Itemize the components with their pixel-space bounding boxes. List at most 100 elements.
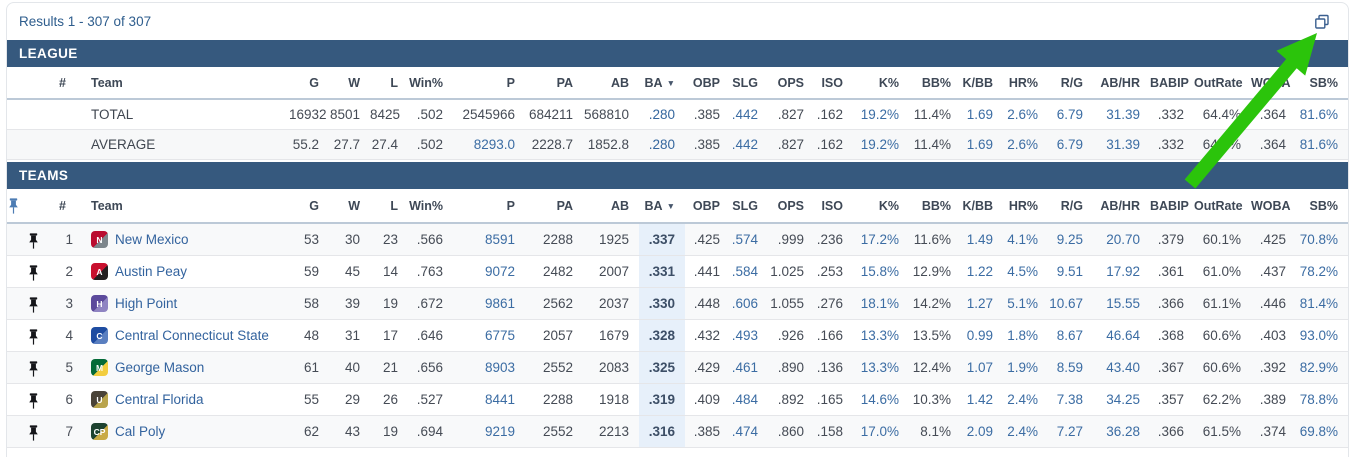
stat-link-p[interactable]: 9861 [484, 296, 515, 311]
stat-link-p[interactable]: 9072 [484, 264, 515, 279]
column-header-winpct[interactable]: Win% [409, 199, 443, 213]
stat-link-p[interactable]: 8441 [484, 392, 515, 407]
column-header-team[interactable]: Team [91, 76, 123, 90]
column-header-outrate[interactable]: OutRate [1194, 76, 1243, 90]
stat-link-kpct[interactable]: 19.2% [860, 107, 899, 122]
stat-link-rg[interactable]: 8.67 [1056, 328, 1083, 343]
column-header-babip[interactable]: BABIP [1150, 199, 1189, 213]
stat-link-slg[interactable]: .442 [731, 137, 758, 152]
column-header-ops[interactable]: OPS [777, 199, 804, 213]
pin-column-header[interactable] [7, 189, 51, 223]
pin-icon[interactable] [7, 198, 51, 214]
team-link[interactable]: Central Connecticut State [115, 328, 269, 343]
column-header-ops[interactable]: OPS [777, 76, 804, 90]
stat-link-abhr[interactable]: 31.39 [1106, 107, 1140, 122]
pin-icon[interactable] [27, 328, 51, 345]
stat-link-hrpct[interactable]: 5.1% [1007, 296, 1038, 311]
column-header-kbb[interactable]: K/BB [962, 76, 993, 90]
team-link[interactable]: Central Florida [115, 392, 204, 407]
team-link[interactable]: George Mason [115, 360, 205, 375]
stat-link-slg[interactable]: .574 [731, 232, 758, 247]
stat-link-rg[interactable]: 8.59 [1056, 360, 1083, 375]
stat-link-hrpct[interactable]: 4.5% [1007, 264, 1038, 279]
stat-link-kpct[interactable]: 13.3% [860, 360, 899, 375]
stat-link-kbb[interactable]: 1.69 [966, 137, 993, 152]
stat-link-kbb[interactable]: 1.22 [966, 264, 993, 279]
column-header-kpct[interactable]: K% [878, 76, 899, 90]
column-header-abhr[interactable]: AB/HR [1100, 199, 1140, 213]
stat-link-sbpct[interactable]: 81.6% [1299, 137, 1338, 152]
pin-icon[interactable] [27, 232, 51, 249]
stat-link-kbb[interactable]: 1.07 [966, 360, 993, 375]
stat-link-sbpct[interactable]: 81.6% [1299, 107, 1338, 122]
stat-link-kpct[interactable]: 17.0% [860, 424, 899, 439]
stat-link-slg[interactable]: .493 [731, 328, 758, 343]
column-header-slg[interactable]: SLG [732, 76, 758, 90]
stat-link-kpct[interactable]: 15.8% [860, 264, 899, 279]
column-header-woba[interactable]: WOBA [1251, 199, 1291, 213]
stat-link-kbb[interactable]: 1.69 [966, 107, 993, 122]
column-header-iso[interactable]: ISO [821, 76, 843, 90]
column-header-bbpct[interactable]: BB% [921, 76, 951, 90]
team-link[interactable]: New Mexico [115, 232, 189, 247]
stat-link-abhr[interactable]: 15.55 [1106, 296, 1140, 311]
team-link[interactable]: High Point [115, 296, 178, 311]
column-header-obp[interactable]: OBP [692, 76, 720, 90]
column-header-kbb[interactable]: K/BB [962, 199, 993, 213]
column-header-ab[interactable]: AB [610, 199, 629, 213]
stat-link-kbb[interactable]: 1.42 [966, 392, 993, 407]
stat-link-slg[interactable]: .606 [731, 296, 758, 311]
stat-link-p[interactable]: 9219 [484, 424, 515, 439]
column-header-p[interactable]: P [506, 76, 515, 90]
stat-link-hrpct[interactable]: 4.1% [1007, 232, 1038, 247]
stat-link-sbpct[interactable]: 78.8% [1299, 392, 1338, 407]
column-header-g[interactable]: G [309, 199, 319, 213]
pin-icon[interactable] [27, 392, 51, 409]
column-header-p[interactable]: P [506, 199, 515, 213]
stat-link-abhr[interactable]: 43.40 [1106, 360, 1140, 375]
column-header-winpct[interactable]: Win% [409, 76, 443, 90]
column-header-bbpct[interactable]: BB% [921, 199, 951, 213]
column-header-rank[interactable]: # [59, 199, 66, 213]
column-header-w[interactable]: W [348, 76, 360, 90]
stat-link-slg[interactable]: .461 [731, 360, 758, 375]
team-link[interactable]: Austin Peay [115, 264, 188, 279]
stat-link-p[interactable]: 6775 [484, 328, 515, 343]
stat-link-abhr[interactable]: 36.28 [1106, 424, 1140, 439]
column-header-rank[interactable]: # [59, 76, 66, 90]
column-header-rg[interactable]: R/G [1060, 76, 1083, 90]
stat-link-sbpct[interactable]: 82.9% [1299, 360, 1338, 375]
stat-link-kpct[interactable]: 14.6% [860, 392, 899, 407]
stat-link-hrpct[interactable]: 1.9% [1007, 360, 1038, 375]
pin-icon[interactable] [27, 360, 51, 377]
stat-link-kpct[interactable]: 17.2% [860, 232, 899, 247]
column-header-slg[interactable]: SLG [732, 199, 758, 213]
column-header-babip[interactable]: BABIP [1150, 76, 1189, 90]
column-header-team[interactable]: Team [91, 199, 123, 213]
stat-link-p[interactable]: 8903 [484, 360, 515, 375]
stat-link-rg[interactable]: 10.67 [1049, 296, 1083, 311]
stat-link-kbb[interactable]: 0.99 [966, 328, 993, 343]
stat-link-kpct[interactable]: 18.1% [860, 296, 899, 311]
stat-link-slg[interactable]: .442 [731, 107, 758, 122]
stat-link-sbpct[interactable]: 78.2% [1299, 264, 1338, 279]
column-header-iso[interactable]: ISO [821, 199, 843, 213]
stat-link-rg[interactable]: 9.25 [1056, 232, 1083, 247]
stat-link-slg[interactable]: .474 [731, 424, 758, 439]
stat-link-rg[interactable]: 6.79 [1056, 107, 1083, 122]
pin-icon[interactable] [27, 264, 51, 281]
stat-link-slg[interactable]: .484 [731, 392, 758, 407]
column-header-hrpct[interactable]: HR% [1008, 199, 1038, 213]
stat-link-sbpct[interactable]: 70.8% [1299, 232, 1338, 247]
column-header-rg[interactable]: R/G [1060, 199, 1083, 213]
stat-link-abhr[interactable]: 46.64 [1106, 328, 1140, 343]
column-header-abhr[interactable]: AB/HR [1100, 76, 1140, 90]
stat-link-sbpct[interactable]: 69.8% [1299, 424, 1338, 439]
stat-link-rg[interactable]: 6.79 [1056, 137, 1083, 152]
column-header-w[interactable]: W [348, 199, 360, 213]
column-header-ba[interactable]: BA ▼ [644, 199, 675, 213]
stat-link-hrpct[interactable]: 2.4% [1007, 392, 1038, 407]
stat-link-p[interactable]: 8591 [484, 232, 515, 247]
pin-icon[interactable] [27, 424, 51, 441]
column-header-l[interactable]: L [390, 76, 398, 90]
